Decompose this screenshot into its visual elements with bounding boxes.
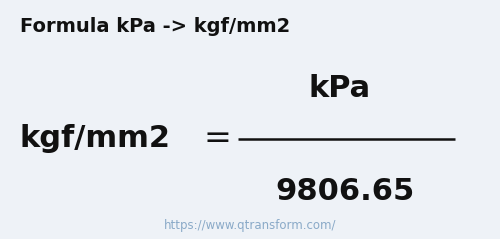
Text: kPa: kPa <box>309 74 371 103</box>
Text: =: = <box>204 122 232 155</box>
Text: kgf/mm2: kgf/mm2 <box>20 124 171 153</box>
Text: 9806.65: 9806.65 <box>276 177 414 206</box>
Text: https://www.qtransform.com/: https://www.qtransform.com/ <box>164 219 336 232</box>
Text: Formula kPa -> kgf/mm2: Formula kPa -> kgf/mm2 <box>20 17 290 36</box>
